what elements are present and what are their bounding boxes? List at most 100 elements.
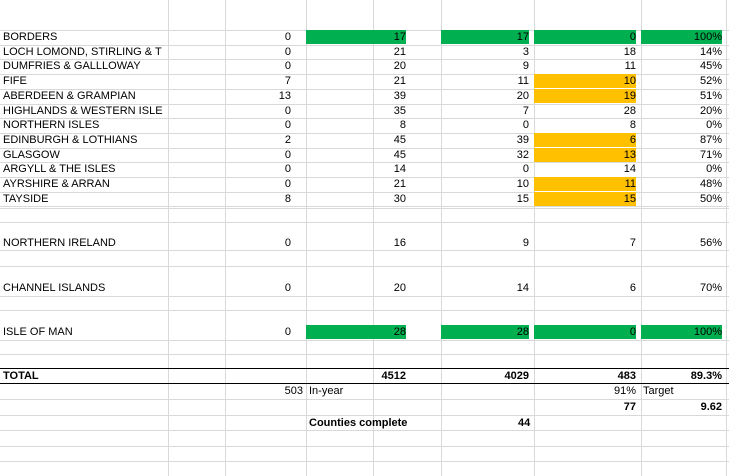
cell-v1: 0 xyxy=(284,237,291,249)
cell-pct: 100% xyxy=(641,325,722,339)
cell-v1: 2 xyxy=(284,133,291,146)
cell-v1: 0 xyxy=(284,282,291,294)
cell-v4: 19 xyxy=(534,88,636,103)
region-name: GLASGOW xyxy=(3,148,60,161)
region-name: BORDERS xyxy=(3,31,58,43)
cell-v4: 6 xyxy=(534,132,636,147)
cell-v2: 20 xyxy=(393,60,406,73)
region-name: ISLE OF MAN xyxy=(3,326,73,338)
cell-v1: 0 xyxy=(284,119,291,132)
total-row[interactable]: TOTAL 4512 4029 483 89.3% xyxy=(0,369,729,383)
region-name: ARGYLL & THE ISLES xyxy=(3,163,116,176)
table-row[interactable]: ISLE OF MAN 0 28 28 0 100% xyxy=(0,325,729,339)
total-pct: 89.3% xyxy=(690,370,722,382)
region-name: NORTHERN ISLES xyxy=(3,119,100,132)
cell-v4: 11 xyxy=(534,177,636,191)
cell-v2: 45 xyxy=(393,148,406,161)
cell-v3: 3 xyxy=(522,45,529,58)
cell-v4: 0 xyxy=(534,325,636,339)
cell-v4: 6 xyxy=(629,282,636,294)
cell-v2: 35 xyxy=(393,104,406,117)
cell-v4: 11 xyxy=(624,60,636,73)
target-label: Target xyxy=(643,385,674,397)
table-row[interactable]: BORDERS 0 17 17 0 100% xyxy=(0,30,729,44)
cell-pct: 48% xyxy=(699,178,722,190)
table-row[interactable]: LOCH LOMOND, STIRLING & T 0 21 3 18 14% xyxy=(0,45,729,59)
cell-v3: 32 xyxy=(516,148,529,161)
cell-pct: 56% xyxy=(699,237,722,249)
cell-v2: 45 xyxy=(393,133,406,146)
total-label: TOTAL xyxy=(3,370,39,382)
cell-v2: 8 xyxy=(399,119,406,132)
cell-v1: 0 xyxy=(284,148,291,161)
cell-v1: 0 xyxy=(284,60,291,73)
table-row[interactable]: NORTHERN ISLES 0 8 0 8 0% xyxy=(0,118,729,132)
table-row[interactable]: HIGHLANDS & WESTERN ISLE 0 35 7 28 20% xyxy=(0,104,729,118)
cell-pct: 100% xyxy=(641,30,722,44)
cell-v3: 17 xyxy=(441,30,529,44)
cell-v2: 30 xyxy=(393,192,406,205)
cell-v1: 0 xyxy=(284,326,291,338)
counties-label: Counties complete xyxy=(309,417,408,429)
table-row[interactable]: TAYSIDE 8 30 15 15 50% xyxy=(0,191,729,206)
cell-v4: 8 xyxy=(629,119,636,132)
total-v3: 4029 xyxy=(504,370,529,382)
cell-pct: 51% xyxy=(699,89,722,102)
inyear-value: 503 xyxy=(284,385,303,397)
region-name: EDINBURGH & LOTHIANS xyxy=(3,133,138,146)
target-pct: 91% xyxy=(613,385,636,397)
cell-v3: 11 xyxy=(517,75,529,88)
cell-v1: 0 xyxy=(284,104,291,117)
cell-v2: 21 xyxy=(393,75,406,88)
region-name: TAYSIDE xyxy=(3,192,49,205)
cell-pct: 0% xyxy=(706,163,722,176)
cell-v1: 8 xyxy=(284,192,291,205)
cell-v3: 9 xyxy=(522,237,529,249)
region-name: HIGHLANDS & WESTERN ISLE xyxy=(3,104,163,117)
table-row[interactable]: FIFE 7 21 11 10 52% xyxy=(0,74,729,89)
cell-pct: 71% xyxy=(699,148,722,161)
cell-v1: 0 xyxy=(284,31,291,43)
inyear-label: In-year xyxy=(309,385,344,397)
cell-v2: 28 xyxy=(306,325,406,339)
cell-v3: 0 xyxy=(522,163,529,176)
cell-v4: 13 xyxy=(534,147,636,162)
total-v2: 4512 xyxy=(381,370,406,382)
table-row[interactable]: DUMFRIES & GALLLOWAY 0 20 9 11 45% xyxy=(0,59,729,73)
cell-v4: 0 xyxy=(534,30,636,44)
summary-v4: 77 xyxy=(623,401,636,413)
cell-v4: 10 xyxy=(534,74,636,89)
cell-v1: 0 xyxy=(284,45,291,58)
summary-v5: 9.62 xyxy=(700,401,722,413)
counties-row[interactable]: Counties complete 44 xyxy=(0,416,729,430)
summary-row[interactable]: 77 9.62 xyxy=(0,400,729,414)
cell-pct: 0% xyxy=(706,119,722,132)
cell-v2: 17 xyxy=(306,30,406,44)
cell-v1: 13 xyxy=(278,89,291,102)
cell-v4: 14 xyxy=(623,163,636,176)
region-name: ABERDEEN & GRAMPIAN xyxy=(3,89,136,102)
cell-v1: 0 xyxy=(284,178,291,190)
cell-pct: 50% xyxy=(699,192,722,205)
cell-v4: 28 xyxy=(623,104,636,117)
cell-v2: 20 xyxy=(393,282,406,294)
table-row[interactable]: GLASGOW 0 45 32 13 71% xyxy=(0,147,729,162)
table-row[interactable]: AYRSHIRE & ARRAN 0 21 10 11 48% xyxy=(0,177,729,191)
cell-v2: 21 xyxy=(393,45,406,58)
table-row[interactable]: EDINBURGH & LOTHIANS 2 45 39 6 87% xyxy=(0,132,729,147)
region-name: AYRSHIRE & ARRAN xyxy=(3,178,110,190)
cell-pct: 70% xyxy=(699,282,722,294)
cell-v3: 15 xyxy=(516,192,529,205)
cell-v3: 7 xyxy=(522,104,529,117)
table-row[interactable]: ABERDEEN & GRAMPIAN 13 39 20 19 51% xyxy=(0,88,729,103)
cell-v3: 0 xyxy=(522,119,529,132)
region-name: FIFE xyxy=(3,75,27,88)
table-row[interactable]: ARGYLL & THE ISLES 0 14 0 14 0% xyxy=(0,162,729,176)
cell-v4: 15 xyxy=(534,191,636,206)
cell-v3: 9 xyxy=(522,60,529,73)
cell-pct: 20% xyxy=(699,104,722,117)
inyear-row[interactable]: 503 In-year 91% Target xyxy=(0,384,729,398)
table-row[interactable]: NORTHERN IRELAND 0 16 9 7 56% xyxy=(0,236,729,250)
table-row[interactable]: CHANNEL ISLANDS 0 20 14 6 70% xyxy=(0,281,729,295)
